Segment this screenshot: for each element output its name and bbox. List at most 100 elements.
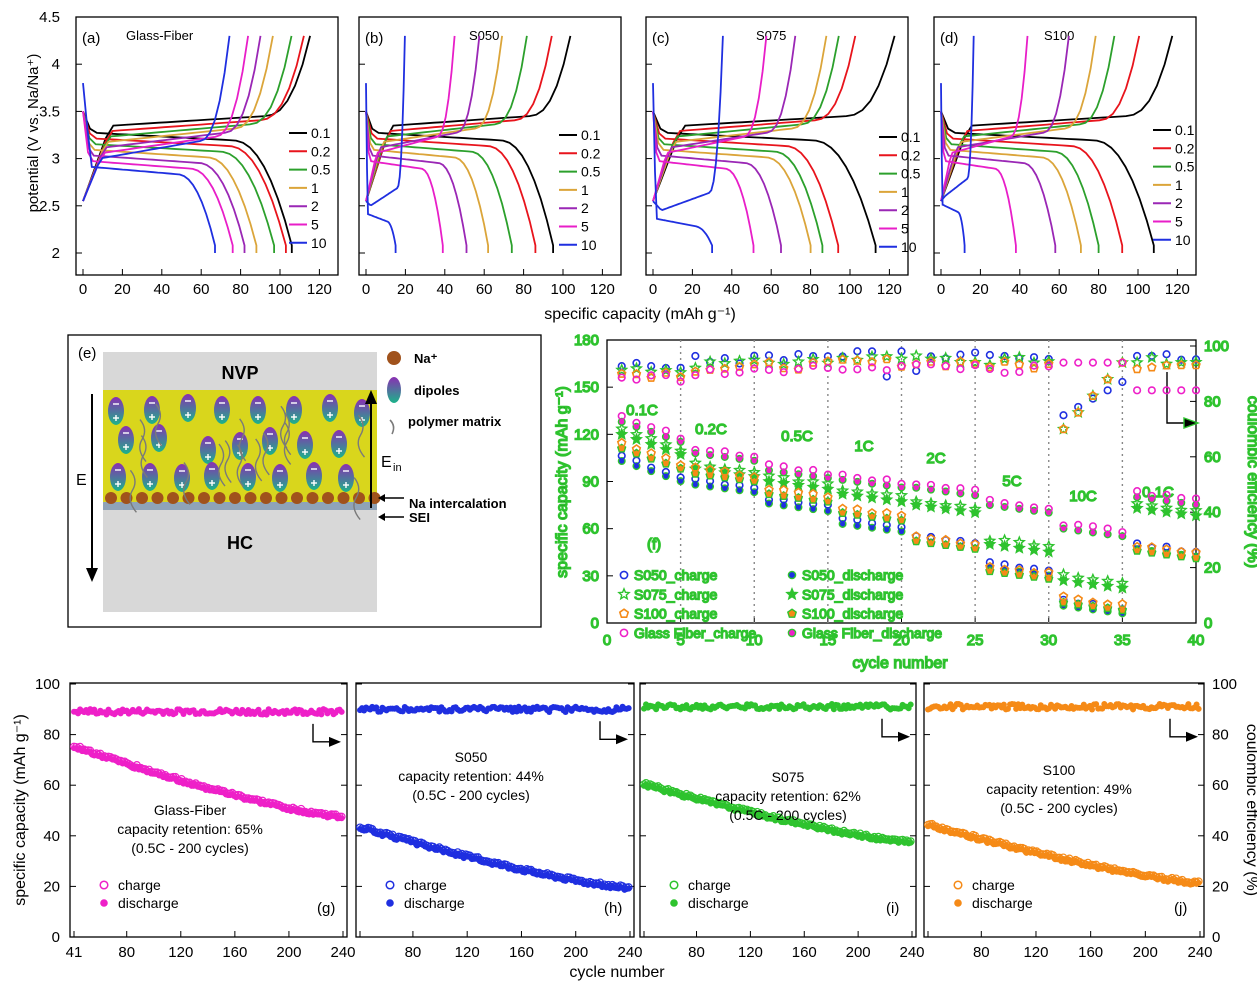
ce-point [1059, 358, 1068, 367]
charge-curve [652, 35, 840, 202]
legend-label: S050_charge [634, 567, 718, 583]
charge-point [615, 421, 629, 435]
x-tick-label: 60 [193, 281, 210, 298]
annotation-retention: capacity retention: 44% [398, 768, 544, 784]
charge-point [1101, 574, 1115, 587]
ce-point [647, 362, 656, 371]
cycling-frame [639, 682, 917, 938]
x-tick-label: 100 [550, 281, 575, 298]
dipole [204, 462, 220, 490]
ce-point [705, 365, 715, 374]
ce-point [1118, 358, 1127, 367]
ce-point [971, 361, 980, 370]
ce-point [1162, 350, 1171, 359]
charge-curve [652, 35, 724, 211]
panel-name: S075 [756, 28, 786, 43]
ce-point [1088, 358, 1098, 367]
discharge-curve [940, 111, 1057, 253]
ce-point [838, 365, 847, 374]
na-ion [229, 492, 241, 504]
panel-name: S100 [1044, 28, 1074, 43]
ce-arrow [1169, 718, 1188, 738]
charge-point [1118, 528, 1127, 537]
discharge-point [691, 480, 700, 489]
dipole [354, 399, 370, 427]
polymer-chain [283, 412, 292, 456]
charge-point [647, 463, 656, 472]
ce-point [750, 364, 759, 373]
cycling-panel-h: 80 120 160 200 240 S050 capacity retention: 44… [355, 682, 643, 961]
discharge-point [971, 491, 980, 500]
charge-curve [940, 35, 975, 202]
legend-marker [787, 628, 797, 638]
x-tick-label: 100 [1125, 281, 1150, 298]
top-ytick: 3.5 [39, 103, 60, 120]
y-tick-label: 120 [574, 426, 599, 443]
dipole [108, 397, 124, 425]
y-tick-label: 90 [582, 474, 599, 491]
x-tick-label: 120 [455, 944, 480, 961]
charge-point [1044, 504, 1053, 513]
charge-point [794, 466, 803, 475]
ce-arrowhead [898, 731, 910, 742]
dipole [144, 396, 160, 424]
ce-point [617, 373, 626, 382]
na-ion [353, 492, 365, 504]
charge-point [1029, 503, 1039, 512]
ce-point [808, 357, 818, 367]
charge-point [719, 466, 730, 476]
charge-point [631, 444, 642, 454]
legend-discharge-marker [954, 899, 962, 907]
legend-charge: charge [118, 877, 161, 893]
panel-name: S050 [469, 28, 499, 43]
ce-point [1103, 386, 1112, 395]
x-tick-label: 0 [937, 281, 945, 298]
top-ytick: 3 [52, 151, 60, 168]
na-ion [291, 492, 303, 504]
charge-point [985, 495, 994, 505]
charge-point [1058, 591, 1069, 601]
charge-point [720, 447, 729, 456]
legend-label: 2 [581, 200, 589, 216]
cyc-y2tick: 20 [1212, 878, 1229, 895]
ce-point [1174, 355, 1188, 368]
discharge-curve [82, 83, 216, 253]
ce-point [777, 357, 791, 370]
cyc-ytick: 60 [43, 777, 60, 794]
x-tick-label: 120 [590, 281, 615, 298]
schematic-letter: (e) [78, 345, 96, 362]
na-ion [120, 492, 133, 504]
ce-point [1147, 386, 1156, 395]
x-tick-label: 80 [515, 281, 532, 298]
charge-point [629, 427, 644, 440]
charge-point [1071, 571, 1085, 584]
charge-curve [82, 35, 231, 202]
ce-point [1191, 386, 1201, 395]
charge-point [881, 507, 892, 518]
charge-curve [82, 35, 311, 202]
charge-curve [652, 35, 797, 202]
panel-frame [645, 16, 909, 276]
legend-charge-marker [669, 880, 679, 890]
rate-label: 0.5C [781, 428, 813, 445]
annotation-sample: S050 [455, 749, 488, 765]
charge-point [1130, 496, 1144, 510]
x-tick-label: 60 [763, 281, 780, 298]
ce-point [880, 349, 894, 363]
charge-point [953, 499, 968, 512]
charge-point [1042, 539, 1056, 553]
ce-point [907, 701, 914, 708]
legend-label: 0.2 [901, 147, 921, 163]
charge-point [750, 452, 759, 461]
ce-point [764, 365, 774, 374]
na-ion [322, 492, 334, 504]
polymer-chain [254, 438, 263, 482]
ce-point [791, 354, 806, 368]
ce-point [747, 353, 761, 366]
x-tick-label: 80 [405, 944, 422, 961]
y-tick-label: 150 [574, 379, 599, 396]
top-ytick: 2 [52, 245, 60, 262]
charge-point [764, 460, 774, 469]
polymer-chain [236, 444, 245, 488]
ce-point [853, 365, 862, 374]
